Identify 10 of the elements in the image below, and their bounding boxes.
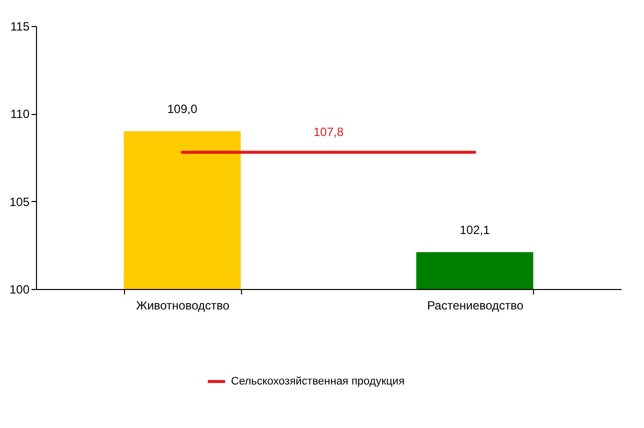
y-tick-label: 110: [10, 107, 30, 122]
x-tick-label: Животноводство: [136, 298, 230, 312]
annotation: 107,8: [313, 125, 344, 140]
y-tick-label: 115: [10, 20, 30, 34]
data-label: 109,0: [167, 102, 198, 116]
y-tick-label: 100: [9, 282, 30, 296]
legend-label: Сельскохозяйственная продукция: [231, 376, 405, 388]
x-tick-label: Растениеводство: [427, 298, 524, 312]
y-tick-label: 105: [9, 194, 30, 209]
data-label: 102,1: [460, 223, 490, 238]
